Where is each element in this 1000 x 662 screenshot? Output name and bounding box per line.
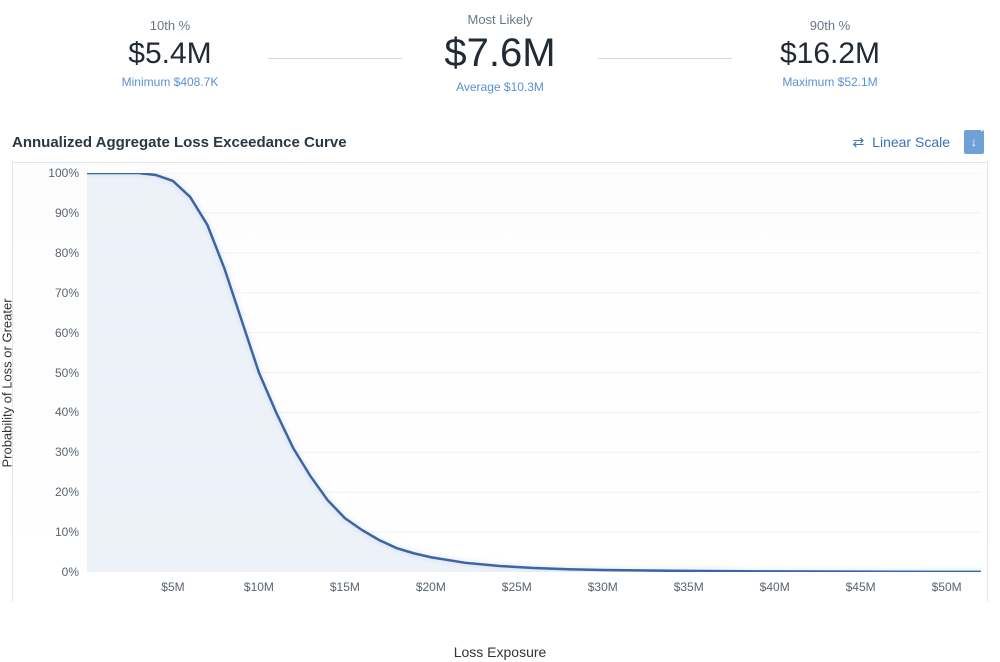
y-tick-label: 70%	[55, 286, 79, 300]
stat-p90-label: 90th %	[810, 18, 850, 33]
y-axis-label: Probability of Loss or Greater	[0, 298, 15, 467]
chart-controls: ⇄ Linear Scale	[852, 130, 984, 154]
chart-header: Annualized Aggregate Loss Exceedance Cur…	[0, 100, 1000, 162]
y-tick-label: 30%	[55, 445, 79, 459]
chart-title: Annualized Aggregate Loss Exceedance Cur…	[12, 134, 347, 151]
stat-divider	[268, 58, 402, 59]
scale-toggle-label: Linear Scale	[872, 134, 950, 150]
x-tick-label: $20M	[416, 580, 446, 594]
download-button[interactable]	[964, 130, 984, 154]
stat-p10-label: 10th %	[150, 18, 190, 33]
stat-p90-sub: Maximum $52.1M	[782, 75, 877, 89]
x-tick-label: $40M	[760, 580, 790, 594]
summary-stats-row: 10th % $5.4M Minimum $408.7K Most Likely…	[0, 0, 1000, 100]
chart-plot-area: 0%10%20%30%40%50%60%70%80%90%100%$5M$10M…	[87, 173, 981, 572]
stat-most-likely: Most Likely $7.6M Average $10.3M	[410, 12, 590, 94]
stat-p90-value: $16.2M	[780, 37, 880, 71]
x-tick-label: $35M	[674, 580, 704, 594]
x-tick-label: $25M	[502, 580, 532, 594]
stat-most-likely-label: Most Likely	[467, 12, 532, 27]
swap-icon: ⇄	[852, 134, 864, 151]
x-tick-label: $45M	[846, 580, 876, 594]
y-tick-label: 10%	[55, 525, 79, 539]
stat-p10-value: $5.4M	[128, 37, 211, 71]
stat-p90: 90th % $16.2M Maximum $52.1M	[740, 18, 920, 89]
stat-p10-sub: Minimum $408.7K	[122, 75, 219, 89]
y-tick-label: 50%	[55, 366, 79, 380]
x-axis-label: Loss Exposure	[454, 644, 547, 660]
stat-divider	[598, 58, 732, 59]
x-tick-label: $10M	[244, 580, 274, 594]
y-tick-label: 40%	[55, 405, 79, 419]
y-tick-label: 0%	[62, 565, 79, 579]
y-tick-label: 100%	[48, 166, 79, 180]
y-tick-label: 20%	[55, 485, 79, 499]
y-tick-label: 90%	[55, 206, 79, 220]
y-tick-label: 60%	[55, 326, 79, 340]
stat-most-likely-sub: Average $10.3M	[456, 80, 544, 94]
x-tick-label: $5M	[161, 580, 184, 594]
y-tick-label: 80%	[55, 246, 79, 260]
stat-p10: 10th % $5.4M Minimum $408.7K	[80, 18, 260, 89]
x-tick-label: $30M	[588, 580, 618, 594]
x-tick-label: $15M	[330, 580, 360, 594]
stat-most-likely-value: $7.6M	[444, 31, 555, 76]
scale-toggle-button[interactable]: ⇄ Linear Scale	[852, 134, 950, 151]
x-tick-label: $50M	[932, 580, 962, 594]
loss-exceedance-chart: Probability of Loss or Greater Loss Expo…	[12, 162, 988, 602]
